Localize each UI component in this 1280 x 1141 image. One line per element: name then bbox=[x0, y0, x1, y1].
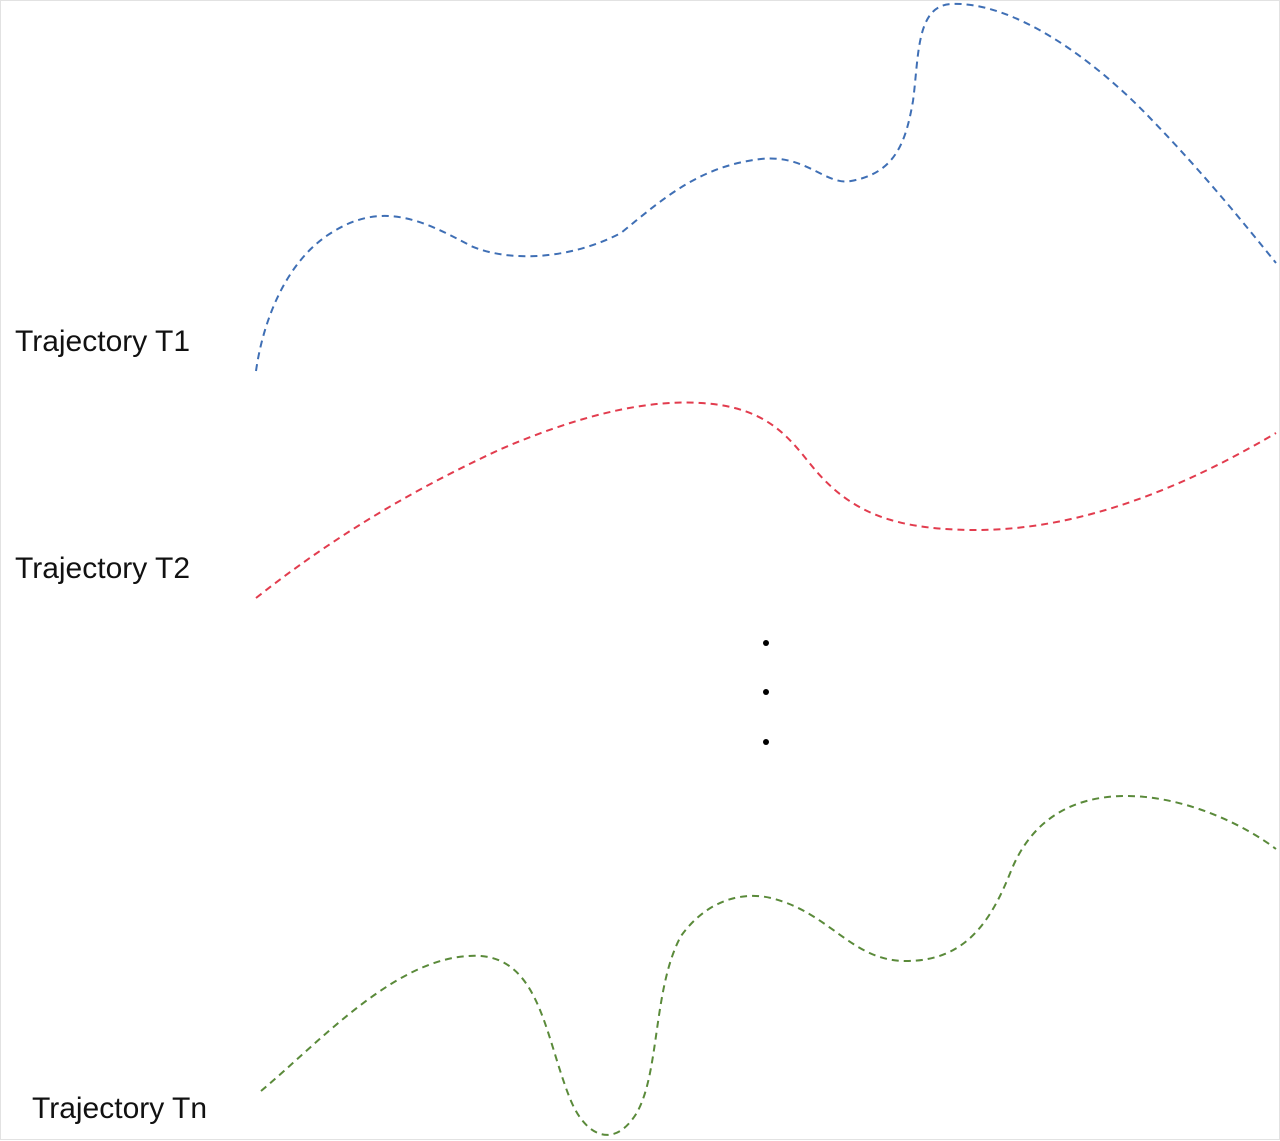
trajectory-tn-curve bbox=[260, 794, 1277, 1136]
trajectory-t1-curve bbox=[255, 2, 1277, 372]
ellipsis-dot bbox=[763, 739, 769, 745]
trajectory-t2-label: Trajectory T2 bbox=[15, 552, 191, 585]
trajectory-t2-curve bbox=[255, 401, 1277, 599]
trajectory-tn-label: Trajectory Tn bbox=[32, 1092, 208, 1125]
ellipsis-dot bbox=[763, 640, 769, 646]
trajectory-t1-label: Trajectory T1 bbox=[15, 325, 191, 358]
ellipsis-dot bbox=[763, 689, 769, 695]
